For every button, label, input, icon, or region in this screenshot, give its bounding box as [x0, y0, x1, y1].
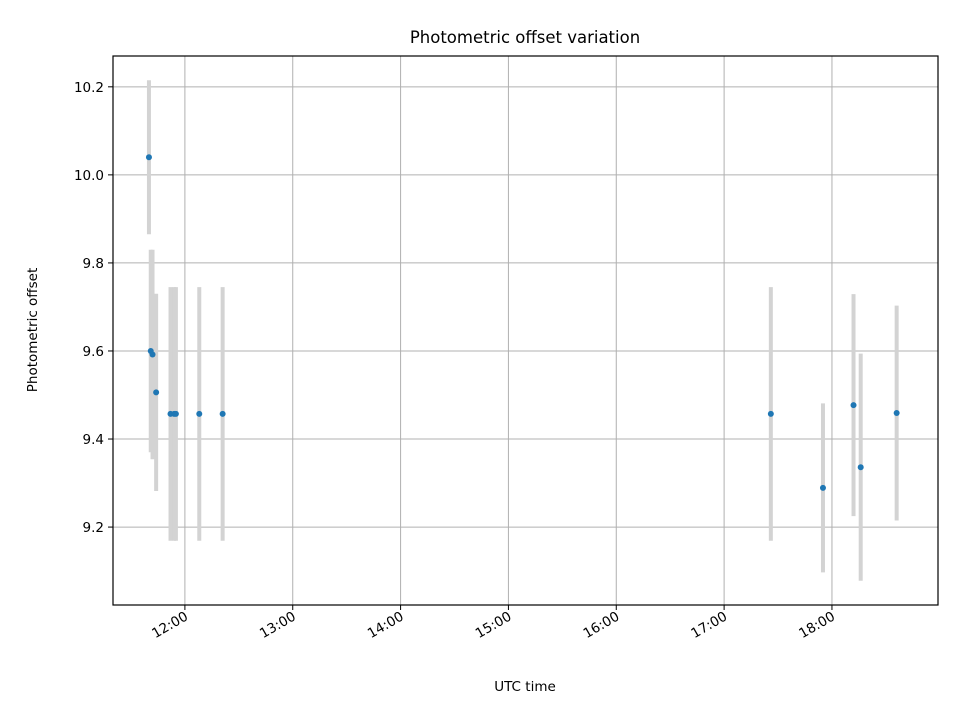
data-point [819, 484, 826, 491]
y-tick-label: 9.2 [83, 520, 104, 536]
grid-lines [113, 56, 938, 605]
x-tick-label: 17:00 [688, 609, 730, 642]
y-tick-label: 9.8 [83, 256, 104, 272]
data-point [153, 389, 160, 396]
data-point [149, 351, 156, 358]
data-point [196, 410, 203, 417]
y-tick-label: 9.6 [83, 344, 104, 360]
data-point [893, 410, 900, 417]
chart-title: Photometric offset variation [410, 28, 640, 47]
error-bars [146, 80, 899, 581]
data-point [767, 410, 774, 417]
y-tick-label: 10.0 [74, 168, 104, 184]
x-tick-label: 13:00 [257, 609, 299, 642]
x-tick-label: 18:00 [796, 609, 838, 642]
data-points [145, 154, 900, 491]
axis-ticks: 12:00 13:00 14:00 15:00 16:00 17:00 18:00 9.2 9.… [74, 80, 838, 642]
x-tick-label: 12:00 [149, 609, 191, 642]
x-axis-label: UTC time [494, 679, 556, 695]
y-tick-label: 9.4 [83, 432, 104, 448]
data-point [219, 410, 226, 417]
y-axis-label: Photometric offset [25, 268, 41, 392]
data-point [850, 402, 857, 409]
data-point [145, 154, 152, 161]
x-tick-label: 14:00 [365, 609, 407, 642]
data-point [857, 464, 864, 471]
x-tick-label: 15:00 [473, 609, 515, 642]
data-point [172, 410, 179, 417]
plot-area-frame [112, 55, 939, 606]
y-tick-label: 10.2 [74, 80, 104, 96]
x-tick-label: 16:00 [581, 609, 623, 642]
